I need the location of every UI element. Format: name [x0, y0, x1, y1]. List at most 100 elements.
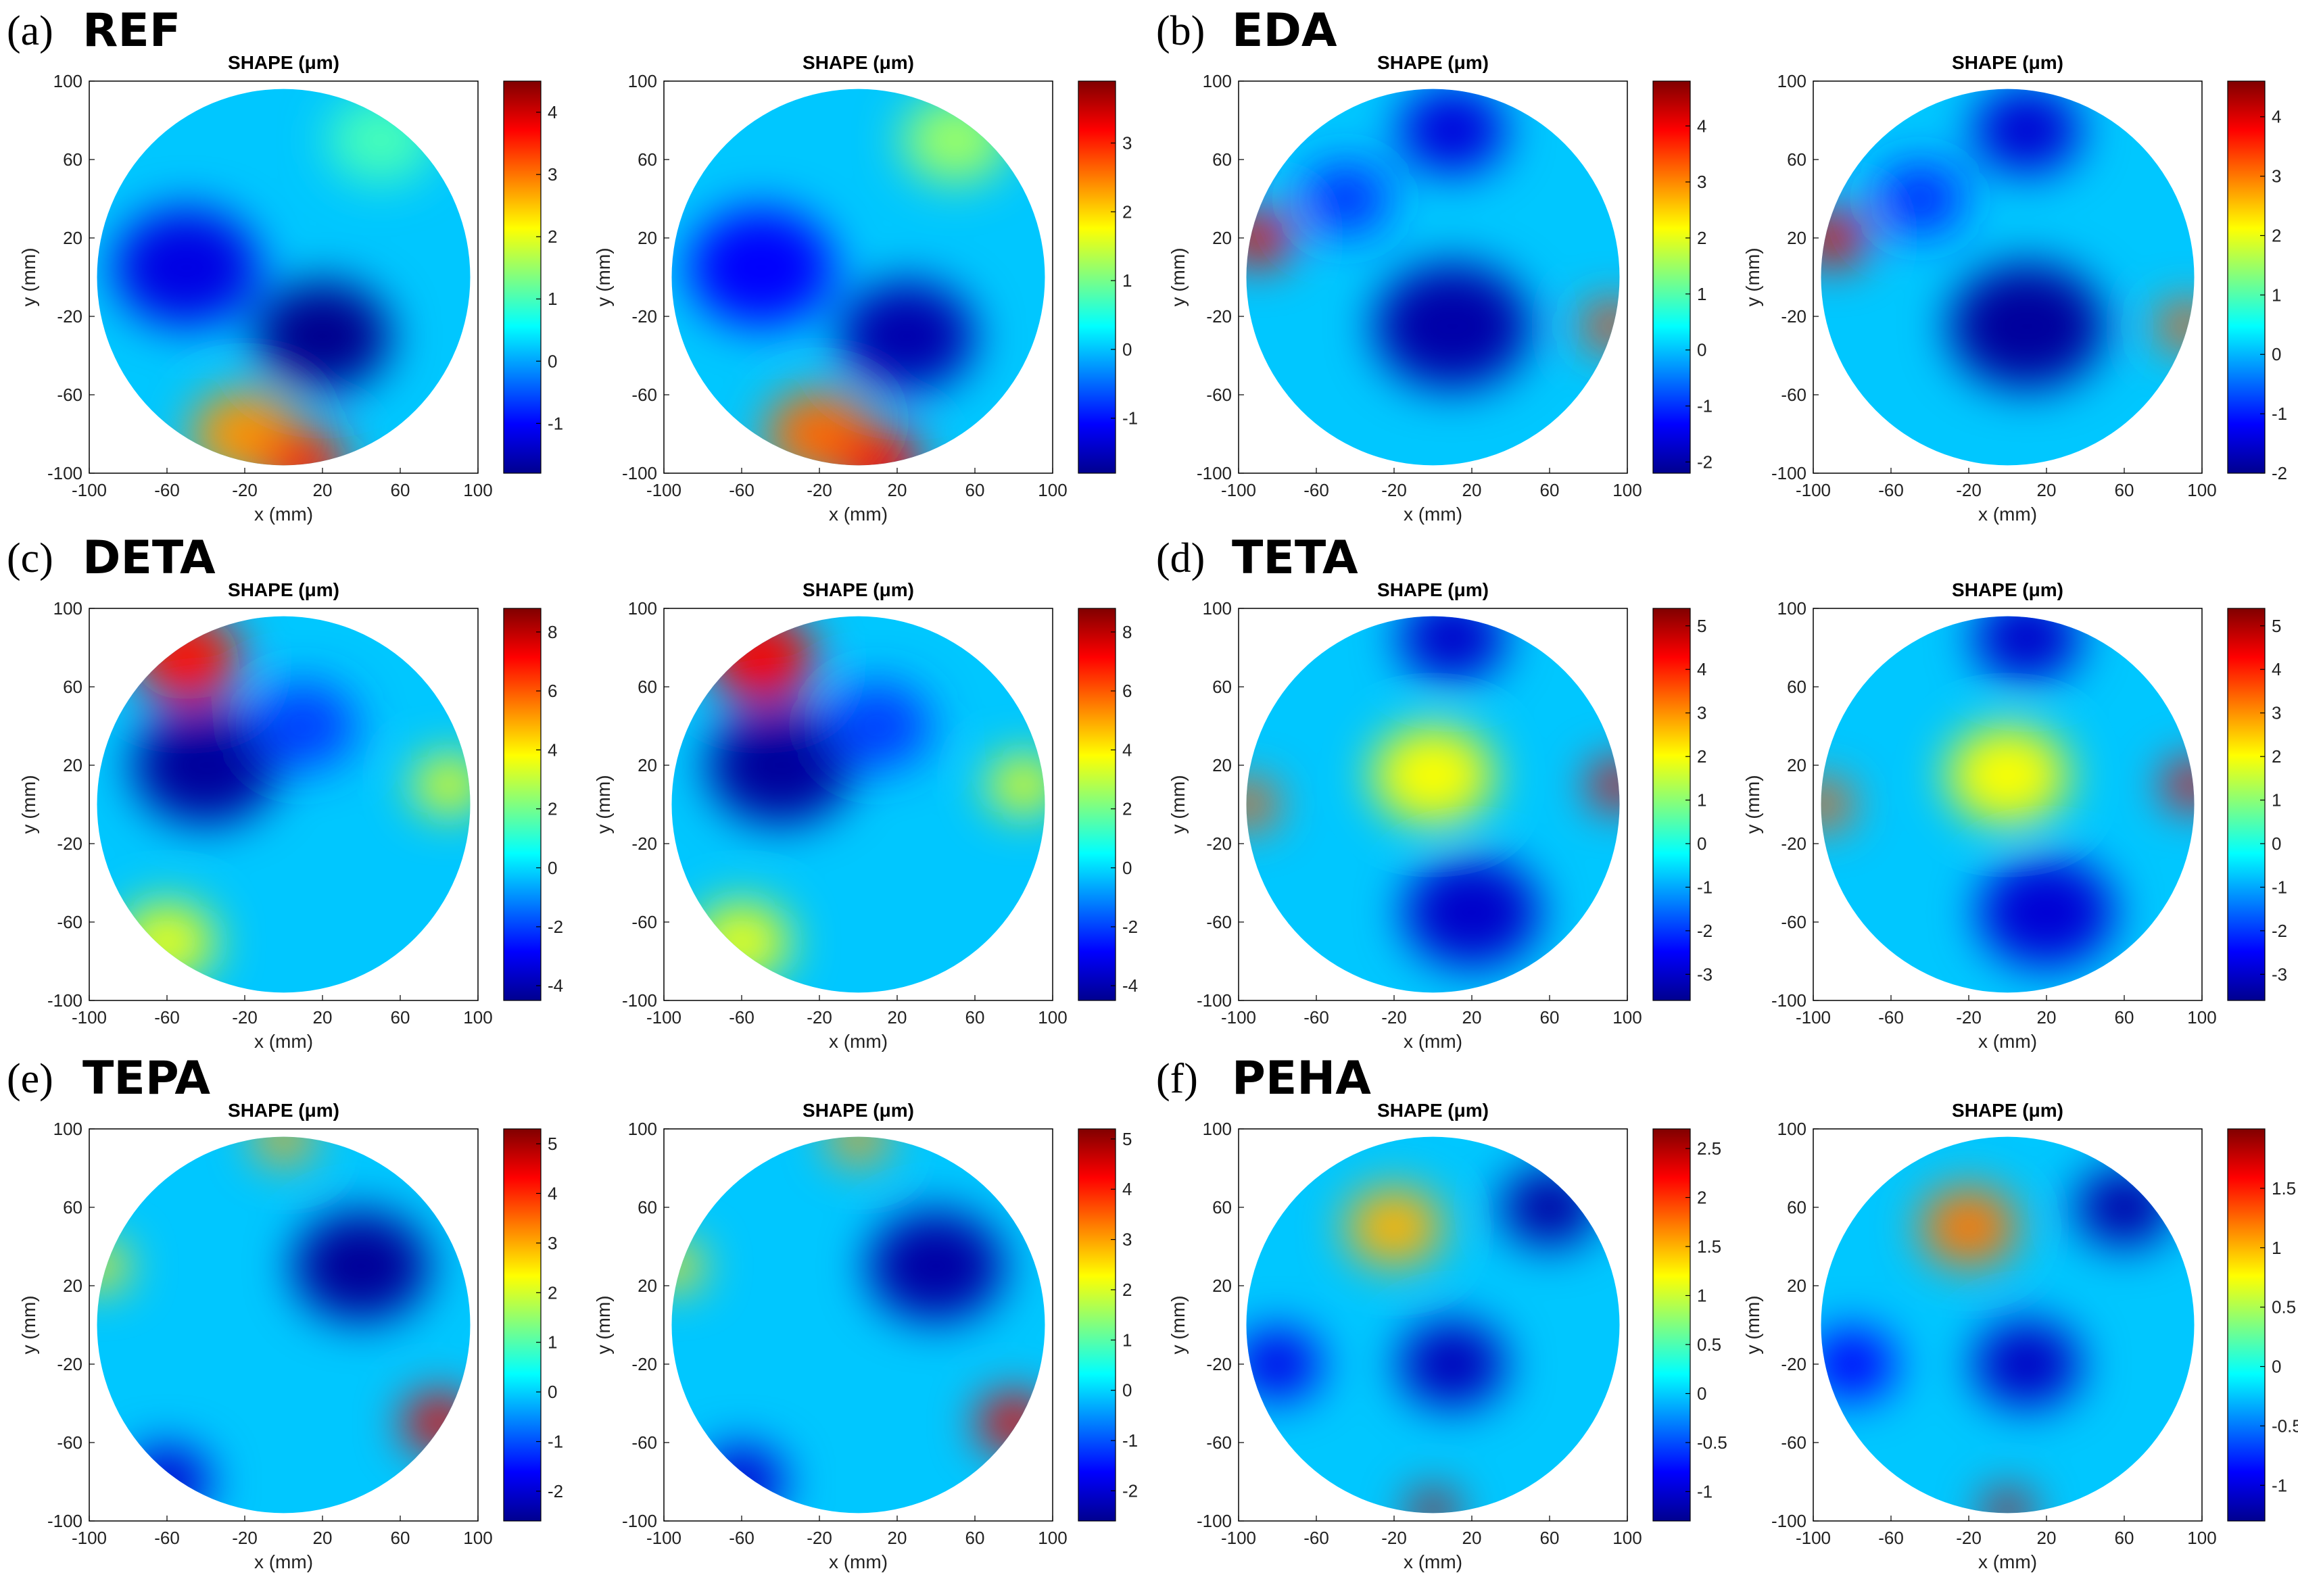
heatmap-feature: [1408, 1491, 1458, 1514]
y-tick-label: -20: [1206, 833, 1232, 854]
colorbar-tick-label: -2: [548, 917, 563, 937]
heatmap-disc: [1246, 616, 1620, 993]
colorbar-tick-label: 0: [2272, 833, 2281, 854]
y-tick-label: -20: [1206, 1354, 1232, 1374]
y-axis-label: y (mm): [1168, 1295, 1189, 1354]
colorbar-tick-label: 3: [1697, 703, 1706, 723]
x-tick-label: 20: [313, 1528, 333, 1548]
plot-title: SHAPE (μm): [228, 1100, 339, 1121]
colorbar-tick-label: 0: [1697, 833, 1706, 854]
colorbar-tick-label: 1: [1122, 1330, 1132, 1350]
plot-teta-2: SHAPE (μm)-100 -60 -20 20 60 1001006020-20-60…: [1742, 579, 2287, 1052]
y-tick-label: -100: [1197, 990, 1232, 1011]
colorbar-tick-label: 1.5: [1697, 1236, 1721, 1257]
y-tick-label: 100: [1203, 1119, 1232, 1139]
heatmap-features: [1246, 616, 1620, 967]
plot-title: SHAPE (μm): [1952, 52, 2063, 73]
x-tick-label: 100: [1612, 1528, 1642, 1548]
y-tick-label: -20: [1206, 306, 1232, 327]
colorbar-tick-label: 1: [1697, 1286, 1706, 1306]
y-tick-label: -20: [631, 833, 657, 854]
colorbar-tick-label: 4: [2272, 659, 2281, 679]
colorbar-tick-label: -2: [1122, 1480, 1138, 1501]
plot-title: SHAPE (μm): [1952, 1100, 2063, 1121]
y-tick-label: 100: [53, 598, 82, 619]
x-tick-label: -20: [1956, 480, 1982, 500]
colorbar: [503, 80, 542, 474]
x-tick-label: -100: [1221, 480, 1256, 500]
heatmap-feature: [834, 428, 921, 466]
colorbar-tick-label: -2: [2272, 921, 2287, 941]
x-tick-label: -60: [1878, 1007, 1904, 1027]
colorbar-tick-label: 3: [2272, 703, 2281, 723]
x-axis-label: x (mm): [1404, 1031, 1462, 1052]
axes-frame: [89, 608, 479, 1001]
heatmap-feature: [838, 281, 975, 391]
colorbar-tick-label: -1: [2272, 404, 2287, 424]
colorbar-tick-label: 0: [548, 351, 557, 371]
axes-frame: [1238, 608, 1628, 1001]
colorbar-tick-label: 1: [1697, 790, 1706, 811]
x-tick-label: 60: [2115, 1528, 2134, 1548]
x-tick-label: -100: [72, 1007, 107, 1027]
colorbar-tick-label: -1: [2272, 877, 2287, 897]
y-tick-label: 60: [1787, 149, 1806, 170]
colorbar-tick-label: 2: [2272, 225, 2281, 245]
x-tick-label: 60: [391, 1007, 410, 1027]
x-tick-label: -60: [154, 1528, 180, 1548]
y-tick-label: 20: [1787, 228, 1806, 248]
colorbar-tick-label: 3: [548, 164, 557, 185]
y-axis-label: y (mm): [593, 1295, 614, 1354]
colorbar-tick-label: -1: [1697, 877, 1713, 897]
x-tick-label: 100: [1612, 480, 1642, 500]
colorbar-tick-label: 4: [1122, 740, 1132, 760]
colorbar-tick-label: 0: [2272, 344, 2281, 364]
colorbar-tick-label: -4: [548, 975, 563, 996]
x-tick-label: -20: [1956, 1007, 1982, 1027]
y-axis-label: y (mm): [1168, 247, 1189, 306]
colorbar-tick-label: 2: [548, 226, 557, 247]
y-tick-label: 20: [1787, 755, 1806, 775]
x-tick-label: -20: [1956, 1528, 1982, 1548]
heatmap-feature: [259, 428, 347, 466]
x-tick-label: -60: [729, 1007, 755, 1027]
y-tick-label: 100: [1203, 598, 1232, 619]
axes-frame: [89, 80, 479, 474]
colorbar-tick-label: 6: [1122, 681, 1132, 701]
axes-frame: [663, 80, 1053, 474]
x-tick-label: 20: [2037, 1007, 2057, 1027]
colorbar-tick-label: -1: [548, 1432, 563, 1452]
colorbar-tick-label: 3: [548, 1233, 557, 1253]
y-tick-label: 100: [1777, 598, 1806, 619]
colorbar-tick-label: 0: [1697, 340, 1706, 360]
y-tick-label: -60: [1206, 912, 1232, 932]
y-tick-label: 20: [638, 1276, 657, 1296]
colorbar-tick-label: 2: [1122, 799, 1132, 819]
colorbar-tick-label: -1: [2272, 1475, 2287, 1495]
x-tick-label: 100: [2187, 1528, 2216, 1548]
colorbar-tick-label: 0: [1697, 1384, 1706, 1404]
panel-name: TETA: [1232, 531, 1358, 585]
y-tick-label: -60: [631, 1432, 657, 1453]
heatmap-feature: [1246, 210, 1293, 266]
y-axis-label: y (mm): [593, 775, 614, 833]
colorbar-tick-label: 4: [548, 102, 557, 122]
y-tick-label: 20: [638, 755, 657, 775]
x-tick-label: -60: [1303, 1007, 1329, 1027]
x-tick-label: 100: [1612, 1007, 1642, 1027]
colorbar-tick-label: 2.5: [1697, 1138, 1721, 1159]
colorbar-tick-label: -1: [1697, 1482, 1713, 1502]
y-tick-label: 60: [638, 149, 657, 170]
colorbar-tick-label: 2: [548, 799, 557, 819]
x-axis-label: x (mm): [829, 1551, 888, 1572]
colorbar: [1652, 608, 1691, 1001]
colorbar-tick-label: 5: [1697, 616, 1706, 636]
heatmap-feature: [254, 281, 391, 391]
x-axis-label: x (mm): [1978, 1031, 2037, 1052]
heatmap-feature: [249, 683, 357, 769]
panel-letter: (f): [1156, 1056, 1198, 1102]
y-tick-label: -60: [1206, 1432, 1232, 1453]
y-tick-label: 20: [1212, 1276, 1232, 1296]
x-tick-label: -60: [729, 480, 755, 500]
x-tick-label: -20: [1381, 1007, 1407, 1027]
